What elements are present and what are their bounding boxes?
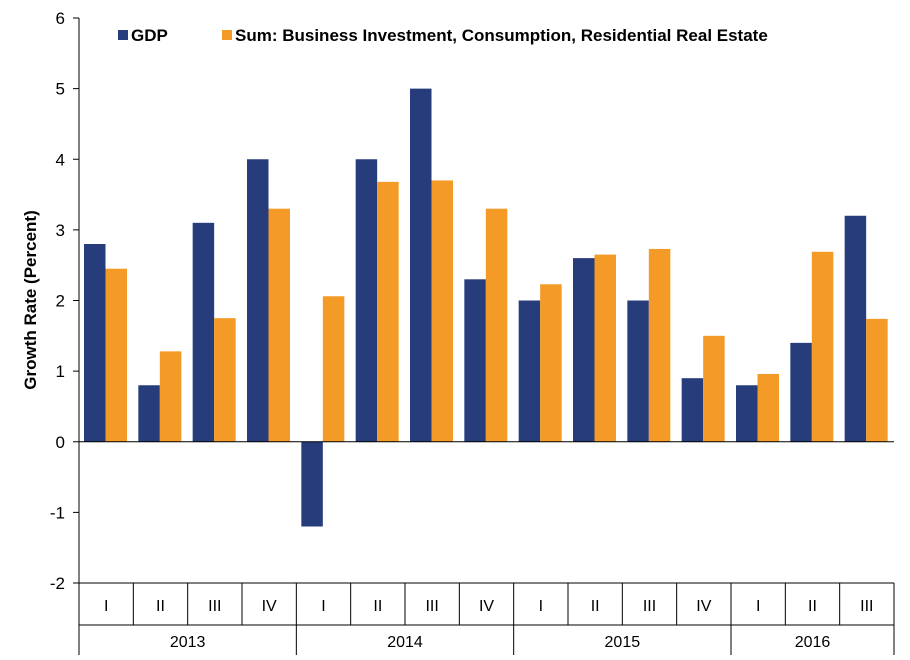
bar-gdp-4 xyxy=(301,441,323,527)
x-tick-label: IV xyxy=(262,598,277,615)
y-tick-label: 0 xyxy=(56,433,65,452)
x-year-label: 2016 xyxy=(795,634,831,651)
axes xyxy=(78,18,894,655)
bar-sum-3 xyxy=(268,208,290,442)
bar-sum-8 xyxy=(540,284,562,442)
bar-gdp-12 xyxy=(736,385,758,442)
bar-sum-2 xyxy=(214,318,236,442)
x-tick-label: III xyxy=(208,598,221,615)
x-tick-label: I xyxy=(321,598,325,615)
bar-gdp-7 xyxy=(464,279,486,442)
bar-sum-14 xyxy=(866,318,888,442)
bar-gdp-10 xyxy=(627,300,649,442)
bar-sum-6 xyxy=(431,180,453,442)
y-tick-label: 4 xyxy=(56,150,65,169)
legend-swatch-gdp xyxy=(118,30,128,40)
y-tick-label: 6 xyxy=(56,9,65,28)
x-axis-categories: I II III IV I II III IV I II III IV I II III xyxy=(104,583,895,625)
y-tick-label: 2 xyxy=(56,292,65,311)
bar-sum-10 xyxy=(648,248,671,442)
x-tick-label: III xyxy=(860,598,873,615)
x-tick-label: II xyxy=(373,598,382,615)
y-tick-label: 5 xyxy=(56,80,65,99)
bar-sum-1 xyxy=(159,351,182,442)
bar-sum-7 xyxy=(485,208,508,442)
y-tick-label: -1 xyxy=(50,503,65,522)
x-tick-label: IV xyxy=(479,598,494,615)
bar-gdp-6 xyxy=(410,88,432,442)
x-tick-label: I xyxy=(756,598,760,615)
bar-sum-0 xyxy=(105,268,127,442)
legend-label-gdp: GDP xyxy=(131,26,168,45)
bar-gdp-13 xyxy=(790,342,812,442)
legend-swatch-sum xyxy=(222,30,232,40)
bar-sum-11 xyxy=(703,335,725,442)
x-tick-label: I xyxy=(104,598,108,615)
y-tick-label: -2 xyxy=(50,574,65,593)
bar-sum-12 xyxy=(757,373,779,442)
bar-gdp-5 xyxy=(355,159,378,442)
legend-label-sum: Sum: Business Investment, Consumption, R… xyxy=(235,26,768,45)
bar-gdp-8 xyxy=(518,300,541,442)
bar-gdp-1 xyxy=(138,385,160,442)
x-year-label: 2013 xyxy=(170,634,206,651)
bar-gdp-11 xyxy=(681,378,704,442)
y-tick-label: 1 xyxy=(56,362,65,381)
x-tick-label: II xyxy=(156,598,165,615)
x-tick-label: I xyxy=(539,598,543,615)
x-tick-label: III xyxy=(425,598,438,615)
y-axis-ticks: -2 -1 0 1 2 3 4 5 6 xyxy=(50,9,79,593)
bar-gdp-0 xyxy=(84,244,106,442)
bar-gdp-2 xyxy=(192,222,215,442)
bar-sum-4 xyxy=(322,296,345,442)
bar-gdp-14 xyxy=(844,215,867,442)
bar-sum-9 xyxy=(594,254,616,442)
y-tick-label: 3 xyxy=(56,221,65,240)
bar-sum-5 xyxy=(377,181,399,442)
bars xyxy=(84,88,888,527)
legend: GDP Sum: Business Investment, Consumptio… xyxy=(118,26,768,45)
x-tick-label: II xyxy=(591,598,600,615)
y-axis-label: Growth Rate (Percent) xyxy=(21,210,40,389)
bar-sum-13 xyxy=(811,251,834,442)
x-year-label: 2014 xyxy=(387,634,423,651)
bar-gdp-3 xyxy=(247,159,269,442)
x-year-label: 2015 xyxy=(605,634,641,651)
x-tick-label: III xyxy=(643,598,656,615)
bar-gdp-9 xyxy=(573,258,595,442)
x-tick-label: IV xyxy=(696,598,711,615)
x-axis-year-groups: 2013 2014 2015 2016 xyxy=(170,625,895,655)
x-tick-label: II xyxy=(808,598,817,615)
